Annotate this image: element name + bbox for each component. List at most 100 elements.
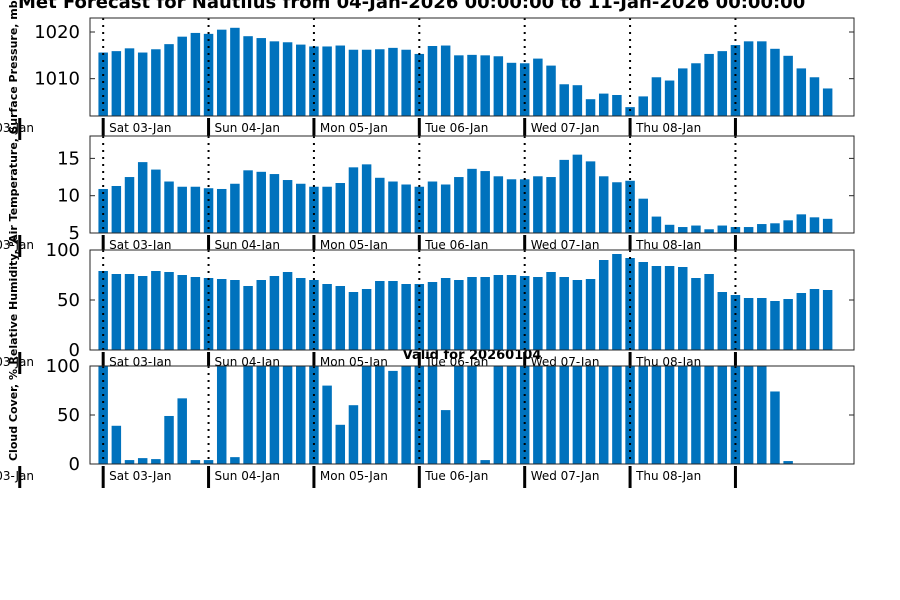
bar	[440, 184, 451, 233]
bar	[743, 227, 754, 233]
bar	[164, 181, 174, 233]
bar	[467, 277, 477, 350]
bar	[598, 93, 609, 116]
bar	[111, 274, 122, 350]
bar	[256, 366, 266, 464]
bar	[480, 171, 490, 233]
bar	[691, 366, 701, 464]
y-tick-label: 1020	[34, 22, 80, 43]
bar	[348, 405, 359, 464]
day-label: Sat 03-Jan	[109, 238, 171, 252]
y-tick-label: 10	[57, 186, 80, 207]
bar	[388, 281, 398, 350]
bar	[164, 415, 174, 464]
bar	[559, 84, 569, 116]
bar	[282, 42, 293, 116]
bar	[177, 398, 187, 464]
bar	[322, 385, 332, 464]
bar	[796, 68, 807, 116]
bar	[296, 278, 306, 350]
bar	[256, 38, 266, 116]
y-axis-label: Surface Pressure, mb	[7, 0, 20, 133]
bar	[585, 279, 596, 350]
bar	[730, 227, 741, 233]
bar	[809, 77, 820, 116]
bar	[427, 366, 438, 464]
bar	[796, 293, 807, 350]
y-tick-label: 1010	[34, 69, 80, 90]
bar	[190, 186, 201, 233]
bar	[414, 53, 425, 116]
bar	[757, 41, 767, 116]
bar	[440, 278, 451, 350]
bar	[585, 99, 596, 116]
bar	[190, 32, 201, 116]
bar	[480, 55, 490, 116]
day-label: Thu 08-Jan	[635, 469, 701, 483]
bar	[493, 176, 504, 233]
bar	[309, 186, 319, 233]
bar	[585, 366, 596, 464]
bar	[440, 45, 451, 116]
day-label: Mon 05-Jan	[320, 469, 388, 483]
bar	[230, 183, 240, 233]
bar	[743, 366, 754, 464]
bar	[243, 36, 253, 116]
bar	[506, 275, 517, 350]
bar	[335, 286, 346, 350]
y-tick-label: 50	[57, 405, 80, 426]
bar	[612, 254, 622, 350]
bar	[137, 52, 148, 116]
bar	[98, 188, 108, 233]
bar	[269, 41, 280, 116]
bar	[282, 366, 293, 464]
bar	[164, 44, 174, 116]
bar	[651, 266, 662, 350]
bar	[664, 224, 675, 233]
bar	[770, 391, 780, 464]
bar	[783, 220, 793, 233]
bar	[124, 460, 135, 464]
bar	[638, 96, 648, 116]
day-label: Wed 07-Jan	[531, 469, 600, 483]
bar	[427, 181, 438, 233]
bar	[691, 225, 701, 233]
day-label: Sun 04-Jan	[215, 469, 280, 483]
bar	[691, 63, 701, 116]
bar	[427, 282, 438, 350]
bar	[348, 49, 359, 116]
bar	[612, 366, 622, 464]
bar	[559, 277, 569, 350]
bar	[111, 185, 122, 233]
bar	[704, 274, 714, 350]
bar	[730, 45, 741, 116]
bar	[296, 366, 306, 464]
bar	[216, 188, 227, 233]
bar	[757, 298, 767, 350]
bar	[691, 278, 701, 350]
bar	[98, 271, 108, 350]
bar	[559, 366, 569, 464]
day-label: Sat 03-Jan	[109, 121, 171, 135]
bar	[546, 65, 556, 116]
bar	[151, 49, 161, 116]
bar	[190, 460, 201, 464]
bar-series	[98, 154, 833, 233]
bar	[757, 224, 767, 233]
day-label: Thu 08-Jan	[635, 238, 701, 252]
bar	[493, 56, 504, 116]
bar	[454, 280, 464, 350]
bar	[243, 286, 253, 350]
bar	[467, 168, 477, 233]
bar	[770, 301, 780, 350]
bar	[401, 184, 411, 233]
bar	[493, 366, 504, 464]
bar	[822, 290, 833, 350]
bar	[704, 53, 714, 116]
bar	[506, 62, 517, 116]
bar	[822, 88, 833, 116]
bar	[269, 276, 280, 350]
bar	[678, 227, 688, 233]
